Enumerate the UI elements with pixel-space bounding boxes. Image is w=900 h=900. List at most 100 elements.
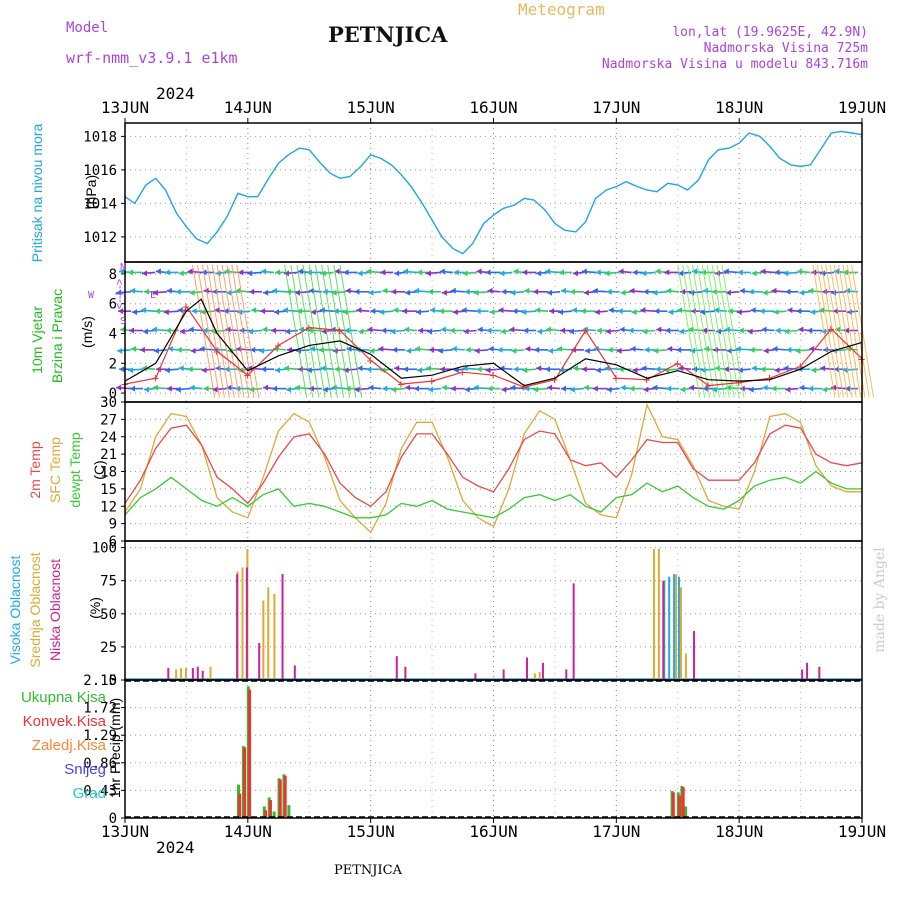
wind-arrowhead [689, 384, 695, 391]
location-text: lon,lat (19.9625E, 42.9N) [672, 25, 868, 40]
wind-arrowhead [581, 268, 587, 275]
wind-arrowhead [415, 345, 421, 352]
wind-arrowhead [751, 365, 757, 372]
wind-barb-block [812, 264, 836, 398]
wind-arrowhead [692, 268, 698, 275]
wind-arrowhead [725, 289, 731, 296]
wind-arrowhead [367, 326, 373, 333]
wind-barb-block [687, 264, 711, 398]
wind-arrowhead [308, 287, 314, 294]
sfc-label: SFC Temp [47, 437, 63, 503]
wind-arrowhead [382, 287, 388, 294]
wind-arrowhead [249, 288, 255, 295]
wind-arrowhead [453, 367, 459, 374]
wind-arrowhead [677, 307, 683, 314]
wind-barb-block [838, 264, 862, 398]
wind-arrowhead [404, 326, 410, 333]
wind-arrowhead [477, 326, 483, 333]
wind-arrowhead [536, 365, 542, 372]
wind-arrowhead [418, 327, 424, 334]
cloud-bar-2 [662, 580, 665, 680]
wind-gust-marker: + [551, 373, 558, 387]
wind-arrowhead [606, 386, 612, 393]
wind-arrowhead [164, 269, 170, 276]
wind-arrowhead [354, 288, 360, 295]
y-tick-label-clouds: 75 [100, 574, 117, 590]
pressure-unit: (hPa) [83, 175, 99, 209]
wind-arrowhead [747, 328, 753, 335]
wind-arrowhead [235, 287, 241, 294]
wind-arrowhead [476, 268, 482, 275]
wind-arrowhead [130, 287, 136, 294]
wind-arrowhead [523, 327, 529, 334]
wind-barb-block [284, 264, 308, 398]
cloud-bar-2 [565, 669, 568, 680]
wind-arrowhead [343, 367, 349, 374]
wind-arrowhead [557, 309, 563, 316]
wind-arrowhead [723, 366, 729, 373]
wind-barb-block [231, 264, 255, 398]
wind-gust-marker: + [827, 322, 834, 336]
wind-arrowhead [427, 386, 433, 393]
precip-legend-4: Grad [73, 785, 106, 802]
wind-arrowhead [549, 308, 555, 315]
wind-arrowhead [642, 328, 648, 335]
wind-arrowhead [680, 386, 686, 393]
wind-arrowhead [187, 366, 193, 373]
cloud-bar-0 [677, 576, 680, 680]
wind-arrowhead [461, 307, 467, 314]
precip-bar-0 [272, 811, 276, 818]
wind-arrowhead [485, 367, 491, 374]
wind-arrowhead [283, 365, 289, 372]
precip-label: 1hr Precip (mm) [107, 698, 123, 798]
cloud-bar-2 [281, 574, 284, 680]
wind-arrowhead [392, 346, 398, 353]
y-tick-label-precipitation: 1.29 [83, 728, 117, 744]
wind-arrowhead [511, 347, 517, 354]
wind-arrowhead [737, 367, 743, 374]
wind-arrowhead [166, 287, 172, 294]
wind-arrowhead [464, 288, 470, 295]
model-name: wrf-nmm_v3.9.1 e1km [66, 49, 238, 67]
wind-arrowhead [735, 345, 741, 352]
wind-arrowhead [356, 307, 362, 314]
wind-arrowhead [261, 366, 267, 373]
x-label-bottom: 14JUN [224, 822, 272, 841]
wind-arrowhead [592, 385, 598, 392]
wind-arrowhead [263, 289, 269, 296]
wind-gust-marker: + [213, 344, 220, 358]
wind-arrowhead [644, 346, 650, 353]
wind-arrowhead [534, 346, 540, 353]
x-label-top: 16JUN [469, 98, 517, 117]
low-cloud-label: Niska Oblacnost [47, 559, 63, 661]
y-tick-label-precipitation: 0.43 [83, 783, 117, 799]
wind-arrowhead [548, 347, 554, 354]
y-tick-label-clouds: 0 [109, 673, 117, 689]
temp-unit: (C) [91, 460, 107, 479]
wind-arrowhead [321, 328, 327, 335]
wind-arrowhead [522, 367, 528, 374]
wind-arrowhead [178, 270, 184, 277]
wind-arrowhead [619, 326, 625, 333]
precip-bar-1 [264, 810, 268, 818]
cloud-bar-2 [801, 669, 804, 680]
wind-arrowhead [203, 385, 209, 392]
wind-arrowhead [572, 270, 578, 277]
wind-arrowhead [616, 347, 622, 354]
wind-arrowhead [165, 327, 171, 334]
wind-arrowhead [652, 289, 658, 296]
wind-arrowhead [761, 326, 767, 333]
wind-arrowhead [665, 327, 671, 334]
wind-gust-marker: + [582, 324, 589, 338]
wind-arrowhead [509, 326, 515, 333]
wind-arrowhead [428, 346, 434, 353]
y-tick-label-temperature: 9 [109, 517, 117, 533]
wind-arrowhead [342, 309, 348, 316]
wind-arrowhead [592, 287, 598, 294]
x-label-bottom: 17JUN [592, 822, 640, 841]
x-label-bottom: 15JUN [347, 822, 395, 841]
wind-arrowhead [688, 326, 694, 333]
wind-arrowhead [320, 365, 326, 372]
wind-arrowhead [354, 386, 360, 393]
wind-arrowhead [822, 386, 828, 393]
